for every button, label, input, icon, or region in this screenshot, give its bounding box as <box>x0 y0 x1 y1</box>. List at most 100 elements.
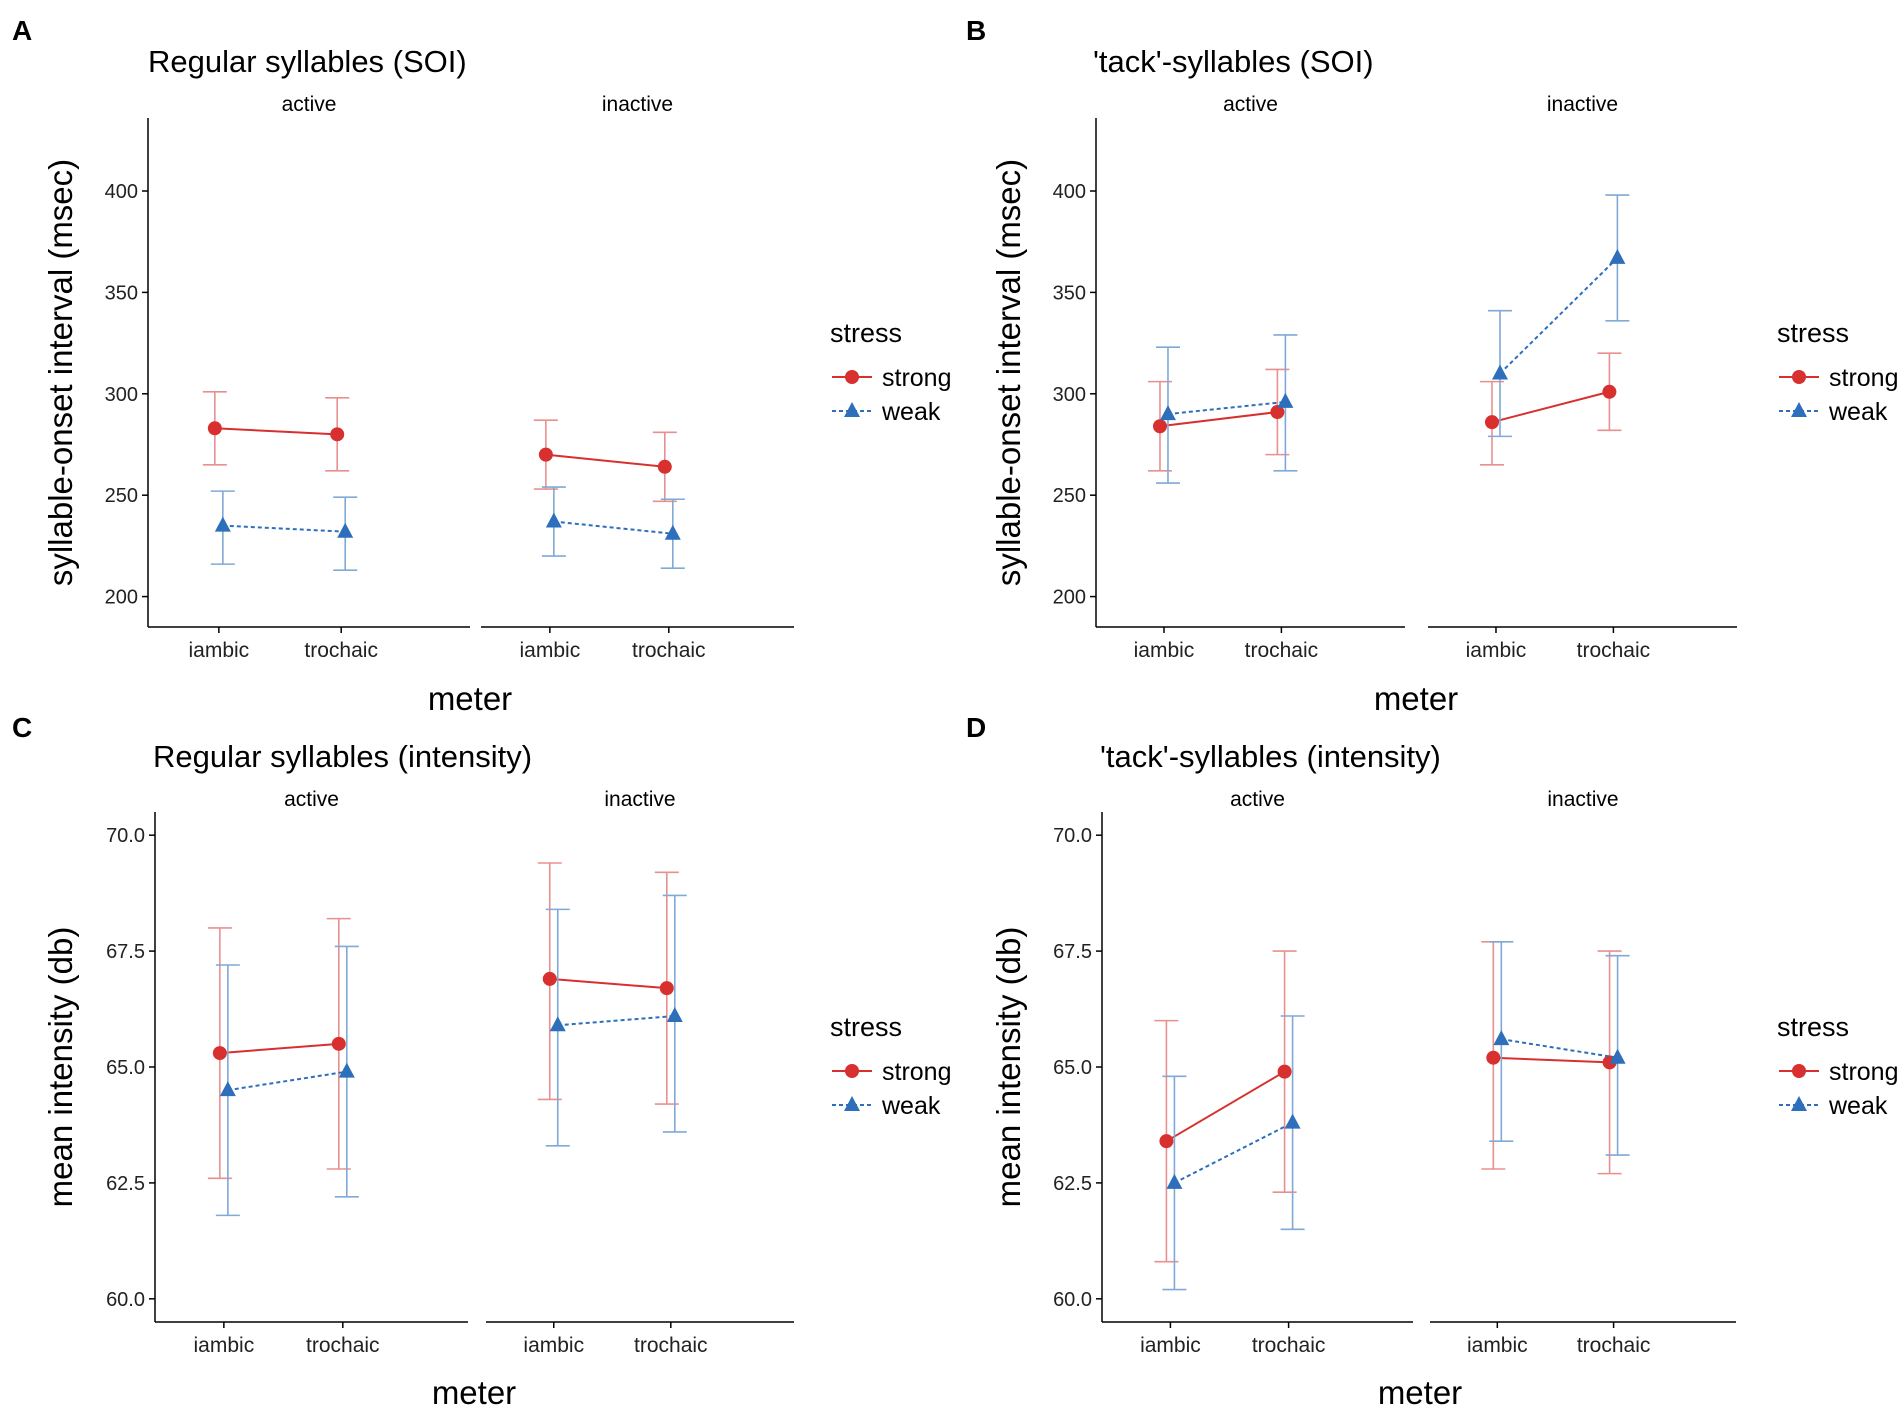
series-line-weak <box>557 1015 675 1027</box>
data-point-strong <box>1486 1050 1501 1065</box>
data-point-weak <box>1609 1048 1626 1064</box>
series-line-strong <box>1165 1070 1286 1143</box>
facet-strip-label: inactive <box>1547 788 1618 811</box>
data-point-weak <box>338 1062 355 1078</box>
legend-key-marker-strong <box>1792 1064 1806 1078</box>
y-tick-label: 250 <box>1053 485 1086 507</box>
x-tick-label: iambic <box>1466 639 1527 662</box>
x-tick-label: iambic <box>1467 1334 1528 1357</box>
data-point-strong <box>331 1036 346 1051</box>
x-tick-label: trochaic <box>306 1334 380 1357</box>
facet-strip-label: inactive <box>604 788 675 811</box>
series-line-strong <box>1159 411 1278 428</box>
data-point-strong <box>657 459 672 474</box>
panel-A: A Regular syllables (SOI) 200 250 300 350 400 s… <box>12 15 951 717</box>
data-point-weak <box>1159 405 1176 421</box>
x-tick-label: trochaic <box>634 1334 708 1357</box>
data-point-weak <box>664 524 681 540</box>
legend-title: stress <box>1777 1012 1849 1042</box>
data-point-weak <box>1277 392 1294 408</box>
series-line-strong <box>214 427 338 436</box>
facet-strip-label: active <box>1223 93 1278 116</box>
panel-label: D <box>966 712 986 743</box>
legend: stress strong weak <box>1777 318 1898 426</box>
y-axis-label: mean intensity (db) <box>42 927 79 1208</box>
legend-key-marker-weak <box>844 1096 860 1111</box>
data-point-weak <box>337 522 354 538</box>
panel-title: 'tack'-syllables (intensity) <box>1100 739 1441 774</box>
legend-item-label: weak <box>881 398 941 426</box>
data-point-strong <box>1602 384 1617 399</box>
legend-key-marker-strong <box>845 370 859 384</box>
y-axis-label: syllable-onset interval (msec) <box>42 159 79 586</box>
series-line-weak <box>553 520 673 535</box>
x-tick-label: iambic <box>1140 1334 1201 1357</box>
panel-title: Regular syllables (SOI) <box>148 44 467 79</box>
data-point-strong <box>1277 1064 1292 1079</box>
y-tick-label: 62.5 <box>106 1173 145 1195</box>
y-tick-label: 300 <box>1053 384 1086 406</box>
data-point-weak <box>1284 1113 1301 1129</box>
data-point-strong <box>207 421 222 436</box>
facet-strip-label: active <box>282 93 337 116</box>
y-tick-label: 200 <box>1053 587 1086 609</box>
panel-B: B 'tack'-syllables (SOI) 200 250 300 350 400 sy… <box>966 15 1898 717</box>
data-point-strong <box>212 1046 227 1061</box>
series-line-weak <box>222 524 346 533</box>
legend-item-label: weak <box>1828 1092 1888 1120</box>
facet-strip-label: active <box>284 788 339 811</box>
x-tick-label: trochaic <box>304 639 378 662</box>
legend-item-label: weak <box>1828 398 1888 426</box>
y-tick-label: 67.5 <box>106 941 145 963</box>
y-axis-label: mean intensity (db) <box>990 927 1027 1208</box>
series-line-weak <box>1499 257 1619 375</box>
series-line-weak <box>1173 1121 1294 1184</box>
x-axis-label: meter <box>1378 1374 1462 1411</box>
series-line-strong <box>545 453 665 468</box>
legend: stress strong weak <box>1777 1012 1898 1120</box>
y-tick-label: 65.0 <box>106 1057 145 1079</box>
data-point-strong <box>330 427 345 442</box>
y-tick-label: 60.0 <box>1053 1289 1092 1311</box>
data-point-weak <box>666 1007 683 1022</box>
data-point-strong <box>1159 1134 1174 1149</box>
data-point-strong <box>1270 405 1285 420</box>
y-tick-label: 400 <box>1053 181 1086 203</box>
legend-item-label: strong <box>882 364 951 392</box>
data-point-weak <box>545 512 562 528</box>
series-line-strong <box>1491 390 1610 424</box>
data-point-strong <box>538 447 553 462</box>
legend-key-marker-strong <box>1792 370 1806 384</box>
y-tick-label: 65.0 <box>1053 1057 1092 1079</box>
data-point-weak <box>214 516 231 532</box>
legend-key-marker-weak <box>1791 402 1807 417</box>
x-tick-label: trochaic <box>1252 1334 1326 1357</box>
y-tick-label: 67.5 <box>1053 941 1092 963</box>
legend-key-marker-weak <box>1791 1096 1807 1111</box>
legend-title: stress <box>830 1012 902 1042</box>
data-point-strong <box>659 981 674 996</box>
series-line-strong <box>1493 1056 1610 1064</box>
x-tick-label: trochaic <box>1577 1334 1651 1357</box>
panel-label: C <box>12 712 32 743</box>
y-axis-label: syllable-onset interval (msec) <box>990 159 1027 586</box>
legend-key-marker-strong <box>845 1064 859 1078</box>
series-line-strong <box>219 1042 339 1055</box>
panel-title: 'tack'-syllables (SOI) <box>1093 44 1374 79</box>
data-point-strong <box>1484 415 1499 430</box>
panel-label: A <box>12 15 32 46</box>
panel-label: B <box>966 15 986 46</box>
x-tick-label: trochaic <box>632 639 706 662</box>
legend-item-label: strong <box>882 1058 951 1086</box>
legend: stress strong weak <box>830 318 951 426</box>
y-tick-label: 400 <box>105 181 138 203</box>
data-point-weak <box>1491 364 1508 380</box>
series-line-strong <box>549 977 667 990</box>
x-tick-label: trochaic <box>1577 639 1651 662</box>
legend-item-label: strong <box>1829 1058 1898 1086</box>
y-tick-label: 70.0 <box>1053 825 1092 847</box>
facet-strip-label: active <box>1230 788 1285 811</box>
panel-D: D 'tack'-syllables (intensity) 60.0 62.5 65.… <box>966 712 1898 1411</box>
legend-title: stress <box>830 318 902 348</box>
